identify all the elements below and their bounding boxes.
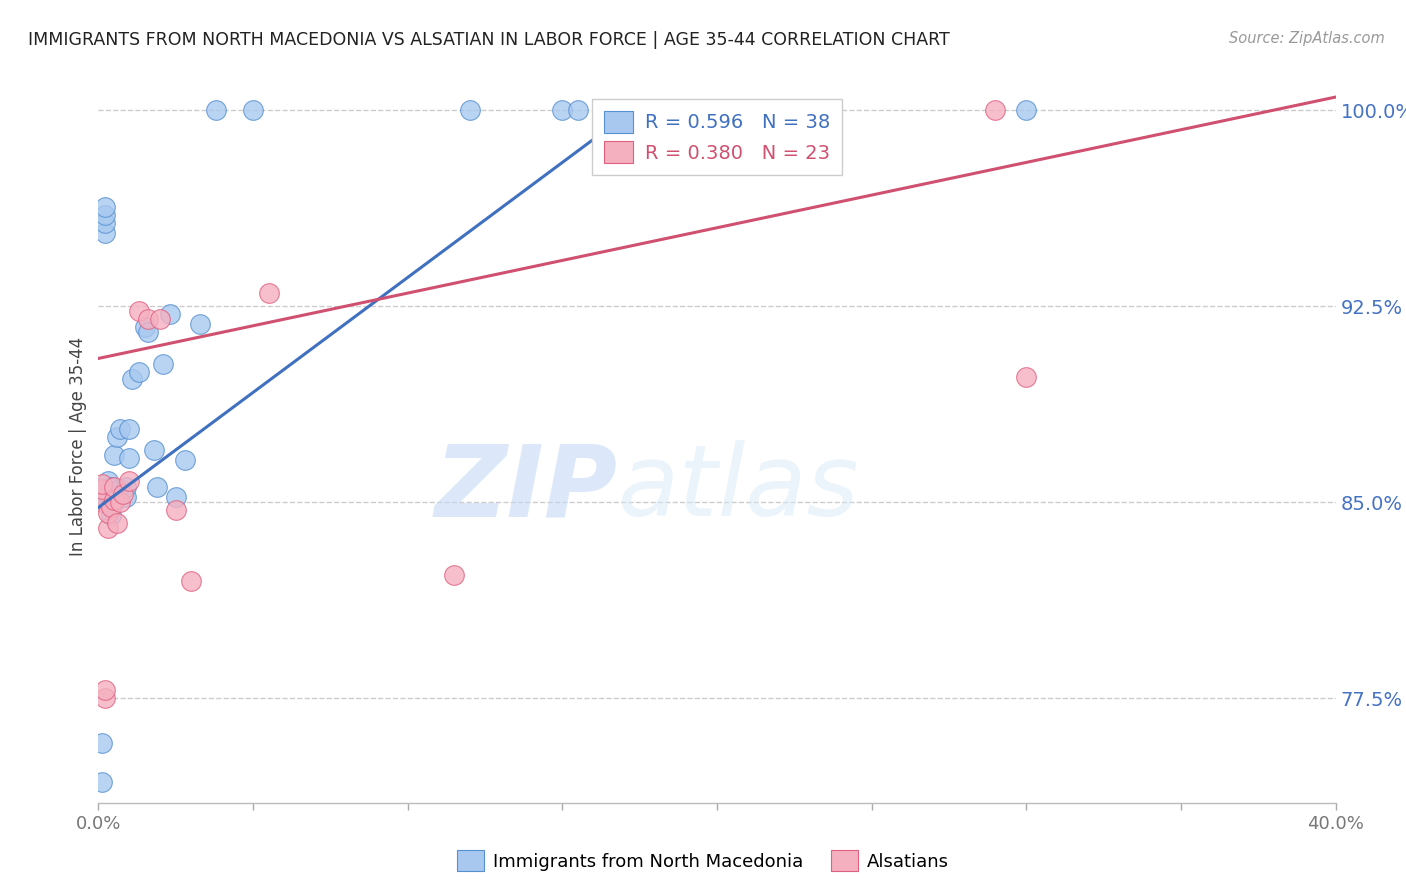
Point [242, 103, 264, 117]
Text: IMMIGRANTS FROM NORTH MACEDONIA VS ALSATIAN IN LABOR FORCE | AGE 35-44 CORRELATI: IMMIGRANTS FROM NORTH MACEDONIA VS ALSAT… [28, 31, 950, 49]
Point [100, 508, 122, 523]
Point [90, 775, 112, 789]
Point [174, 453, 197, 467]
Point [165, 490, 187, 504]
Point [159, 307, 181, 321]
Point [115, 490, 138, 504]
Point [118, 450, 141, 465]
Point [97, 521, 120, 535]
Point [112, 487, 135, 501]
Point [257, 286, 280, 301]
Point [205, 103, 228, 117]
Point [180, 574, 202, 588]
Point [90, 736, 112, 750]
Point [136, 312, 159, 326]
Text: ZIP: ZIP [434, 441, 619, 537]
Point [1015, 369, 1038, 384]
Point [97, 495, 120, 509]
Text: Source: ZipAtlas.com: Source: ZipAtlas.com [1229, 31, 1385, 46]
Point [100, 498, 122, 512]
Point [103, 448, 125, 462]
Point [190, 318, 212, 332]
Point [136, 326, 159, 340]
Point [103, 492, 125, 507]
Point [93, 226, 115, 240]
Point [551, 103, 574, 117]
Point [152, 357, 174, 371]
Point [115, 479, 138, 493]
Point [93, 208, 115, 222]
Point [143, 442, 166, 457]
Point [108, 495, 131, 509]
Point [97, 506, 120, 520]
Point [146, 479, 169, 493]
Y-axis label: In Labor Force | Age 35-44: In Labor Force | Age 35-44 [69, 336, 87, 556]
Point [567, 103, 589, 117]
Point [103, 495, 125, 509]
Point [93, 200, 115, 214]
Point [97, 487, 120, 501]
Point [128, 364, 150, 378]
Point [93, 215, 115, 229]
Point [105, 430, 128, 444]
Point [108, 482, 131, 496]
Point [108, 422, 131, 436]
Legend: R = 0.596   N = 38, R = 0.380   N = 23: R = 0.596 N = 38, R = 0.380 N = 23 [592, 99, 842, 175]
Point [443, 568, 465, 582]
Point [118, 422, 141, 436]
Point [1015, 103, 1038, 117]
Point [984, 103, 1007, 117]
Point [90, 476, 112, 491]
Text: atlas: atlas [619, 441, 859, 537]
Point [149, 312, 172, 326]
Point [105, 516, 128, 530]
Point [93, 691, 115, 706]
Point [93, 683, 115, 698]
Point [121, 372, 143, 386]
Point [90, 482, 112, 496]
Point [103, 479, 125, 493]
Point [97, 475, 120, 489]
Legend: Immigrants from North Macedonia, Alsatians: Immigrants from North Macedonia, Alsatia… [450, 843, 956, 879]
Point [458, 103, 481, 117]
Point [90, 495, 112, 509]
Point [134, 320, 156, 334]
Point [118, 475, 141, 489]
Point [128, 304, 150, 318]
Point [100, 479, 122, 493]
Point [100, 500, 122, 515]
Point [165, 503, 187, 517]
